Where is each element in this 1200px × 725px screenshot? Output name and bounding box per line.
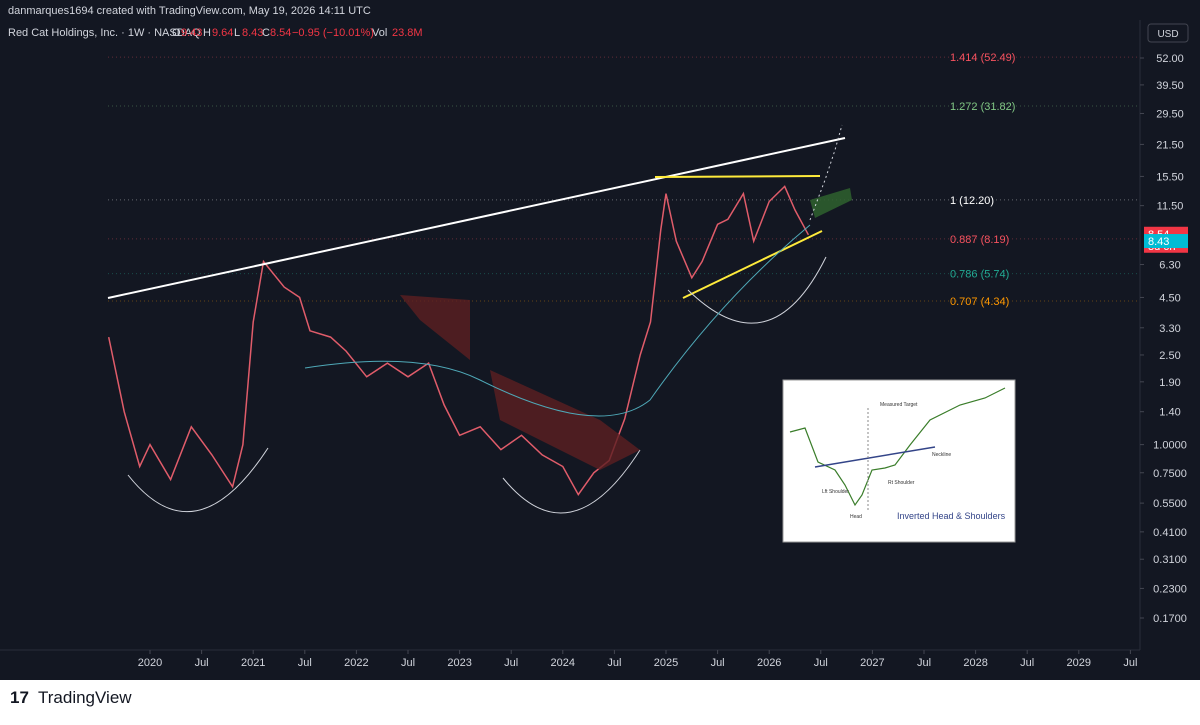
currency-box[interactable]: [1147, 23, 1189, 43]
ohlc-value: 9.64: [212, 27, 233, 39]
ohlc-label: L: [234, 27, 240, 39]
volume: 23.8M: [392, 27, 423, 39]
time-tick-label: 2029: [1067, 657, 1091, 669]
cloud: [490, 370, 640, 470]
price-tick-label: 6.30: [1159, 260, 1180, 272]
fib-label: 1.272 (31.82): [950, 101, 1015, 113]
price-tag: [1144, 234, 1188, 249]
price-tick-label: 11.50: [1157, 201, 1184, 213]
inset: Measured Target Neckline Lft Shoulder Rt…: [782, 379, 1016, 543]
projection: [809, 124, 843, 221]
inset-neckline: [814, 446, 936, 468]
time-tick-label: Jul: [1020, 657, 1034, 669]
time-tick-label: 2025: [654, 657, 678, 669]
price-tick-label: 4.50: [1159, 292, 1180, 304]
price-tick-label: 0.3100: [1153, 554, 1187, 566]
time-tick-label: Jul: [917, 657, 931, 669]
inset-label: Measured Target: [880, 402, 918, 408]
inset-label: Neckline: [932, 452, 951, 458]
time-tick-label: 2027: [860, 657, 884, 669]
price-tick-label: 1.40: [1159, 407, 1180, 419]
price-tick-label: 2.50: [1159, 350, 1180, 362]
time-tick-label: 2022: [344, 657, 368, 669]
cloud: [810, 188, 852, 218]
time-tick-label: Jul: [195, 657, 209, 669]
fib-label: 0.887 (8.19): [950, 234, 1009, 246]
fib-label: 0.786 (5.74): [950, 269, 1009, 281]
change: −0.95 (−10.01%): [292, 27, 374, 39]
currency[interactable]: USD: [1157, 29, 1178, 40]
logo-mark: 17: [10, 688, 29, 707]
inset-line: [789, 387, 1006, 507]
price-tick-label: 1.0000: [1153, 440, 1187, 452]
ohlc-value: 8.43: [242, 27, 263, 39]
inset-title: Inverted Head & Shoulders: [897, 511, 1006, 521]
price-tick-label: 0.4100: [1153, 527, 1187, 539]
fib-label: 0.707 (4.34): [950, 296, 1009, 308]
price-tick-label: 0.2300: [1153, 583, 1187, 595]
fib-label: 1.414 (52.49): [950, 52, 1015, 64]
price-tick-label: 29.50: [1156, 108, 1184, 120]
time-tick-label: Jul: [711, 657, 725, 669]
moving-average: [304, 224, 811, 417]
ohlc-label: H: [203, 27, 211, 39]
price-tag-label: 8.43: [1148, 236, 1169, 248]
top-note: danmarques1694 created with TradingView.…: [8, 5, 371, 17]
price-tick-label: 0.1700: [1153, 613, 1187, 625]
price-tick-label: 3.30: [1159, 323, 1180, 335]
symbol: Red Cat Holdings, Inc. · 1W · NASDAQ: [8, 27, 201, 39]
ohlc-value: 9.43: [181, 27, 202, 39]
ohlc-label: O: [172, 27, 181, 39]
time-tick-label: Jul: [814, 657, 828, 669]
trendline: [107, 137, 846, 299]
time-tick-label: Jul: [1123, 657, 1137, 669]
time-tick-label: Jul: [607, 657, 621, 669]
time-tick-label: Jul: [298, 657, 312, 669]
time-tick-label: 2021: [241, 657, 265, 669]
inset-label: Head: [850, 514, 862, 520]
time-tick-label: 2023: [447, 657, 471, 669]
cup-arc: [502, 449, 641, 514]
time-tick-label: 2028: [963, 657, 987, 669]
price-tick-label: 0.5500: [1153, 498, 1187, 510]
cup-arc: [127, 447, 269, 512]
trendline: [654, 175, 821, 178]
price-tick-label: 39.50: [1156, 80, 1184, 92]
chart-background: [0, 0, 1200, 680]
inset-label: Lft Shoulder: [822, 489, 849, 495]
time-tick-label: 2024: [551, 657, 575, 669]
fib-label: 1 (12.20): [950, 195, 994, 207]
trendline: [682, 230, 823, 299]
cup-arc: [687, 256, 827, 324]
drawings: [107, 124, 852, 514]
time-tick-label: Jul: [504, 657, 518, 669]
price-tick-label: 21.50: [1156, 139, 1184, 151]
ohlc-value: 8.54: [270, 27, 291, 39]
cloud: [400, 295, 470, 360]
price-line: [107, 185, 810, 497]
price-tick-label: 15.50: [1156, 171, 1184, 183]
volume-label: Vol: [372, 27, 387, 39]
footer-brand: TradingView: [38, 688, 132, 707]
time-tick-label: Jul: [401, 657, 415, 669]
legend: Red Cat Holdings, Inc. · 1W · NASDAQ O 9…: [8, 27, 423, 39]
inset-label: Rt Shoulder: [888, 480, 915, 486]
ohlc-label: C: [262, 27, 270, 39]
time-tick-label: 2020: [138, 657, 162, 669]
price-tick-label: 52.00: [1156, 53, 1184, 65]
time-tick-label: 2026: [757, 657, 781, 669]
inset-frame: [782, 379, 1016, 543]
price-tick-label: 0.7500: [1153, 468, 1187, 480]
price-tick-label: 1.90: [1159, 377, 1180, 389]
